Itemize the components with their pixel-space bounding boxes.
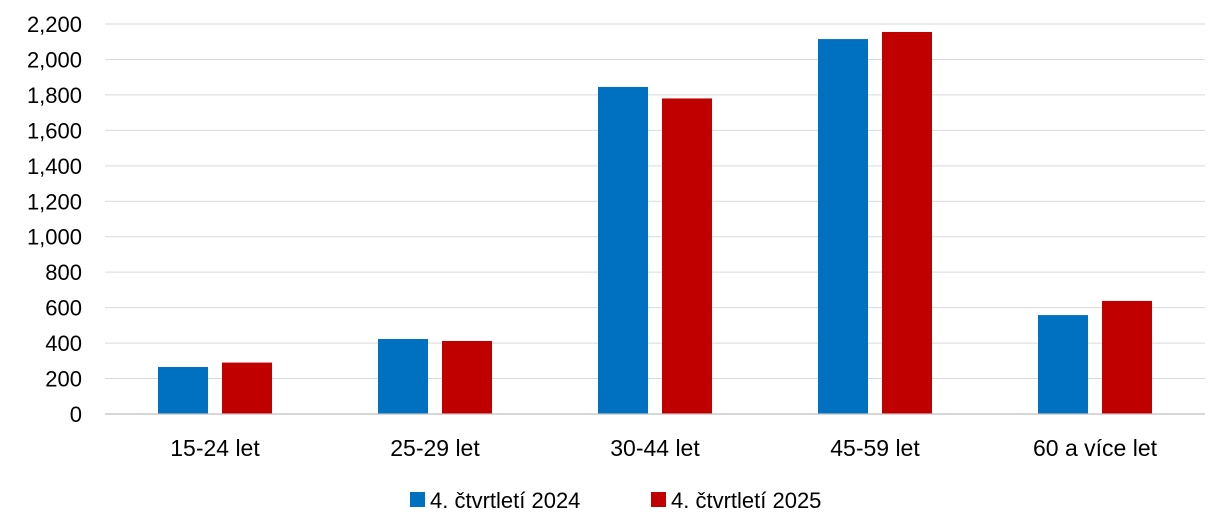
x-category-label: 30-44 let — [610, 435, 700, 461]
y-tick-label: 1,400 — [27, 154, 82, 179]
gridlines — [105, 23, 1205, 380]
bar — [662, 98, 712, 415]
x-axis-labels: 15-24 let 25-29 let 30-44 let 45-59 let 60 a… — [170, 435, 1157, 461]
bar — [598, 86, 648, 414]
x-category-label: 45-59 let — [830, 435, 920, 461]
x-category-label: 60 a více let — [1033, 435, 1158, 461]
legend-label: 4. čtvrtletí 2025 — [671, 488, 821, 513]
y-axis-ticks: 0 200 400 600 800 1,000 1,200 1,400 1,600 1,800 2,… — [27, 12, 82, 427]
y-tick-label: 200 — [45, 367, 82, 392]
x-category-label: 15-24 let — [170, 435, 260, 461]
y-tick-label: 0 — [70, 402, 82, 427]
y-tick-label: 600 — [45, 296, 82, 321]
y-tick-label: 1,600 — [27, 118, 82, 143]
bars — [158, 31, 1152, 415]
y-tick-label: 1,000 — [27, 225, 82, 250]
y-tick-label: 2,000 — [27, 47, 82, 72]
y-tick-label: 800 — [45, 260, 82, 285]
legend-swatch — [651, 492, 666, 507]
bar — [882, 31, 932, 415]
bar — [1102, 300, 1152, 414]
bar — [222, 362, 272, 414]
legend-swatch — [410, 492, 425, 507]
y-tick-label: 2,200 — [27, 12, 82, 37]
bar — [378, 339, 428, 414]
bar — [158, 367, 208, 414]
bar — [1038, 315, 1088, 414]
legend-label: 4. čtvrtletí 2024 — [430, 488, 580, 513]
bar — [818, 39, 868, 415]
bar — [442, 340, 492, 414]
x-category-label: 25-29 let — [390, 435, 480, 461]
y-tick-label: 1,800 — [27, 83, 82, 108]
legend: 4. čtvrtletí 2024 4. čtvrtletí 2025 — [410, 488, 821, 513]
y-tick-label: 1,200 — [27, 189, 82, 214]
y-tick-label: 400 — [45, 331, 82, 356]
